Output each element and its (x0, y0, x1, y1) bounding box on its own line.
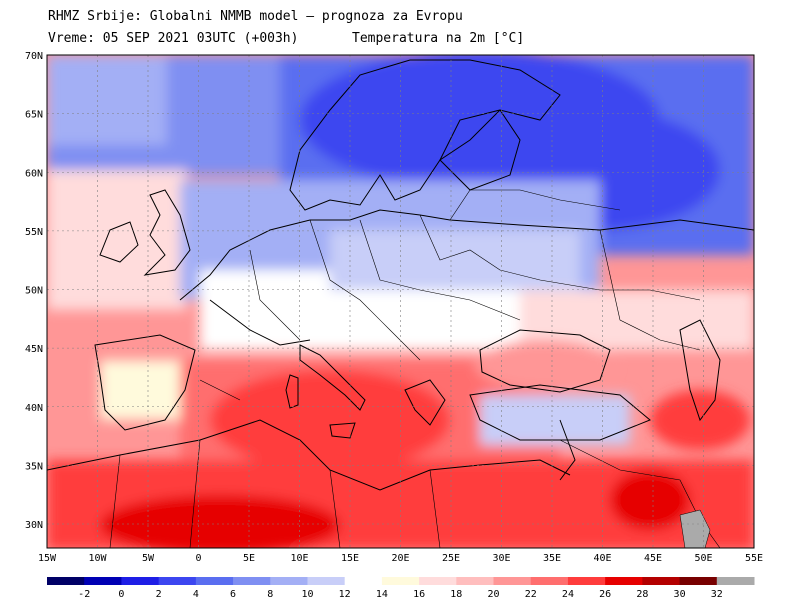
legend-label: 18 (450, 589, 462, 600)
legend-label: -2 (78, 589, 90, 600)
lon-label: 15W (38, 553, 57, 564)
lon-label: 20E (391, 553, 409, 564)
legend-swatch (605, 577, 643, 585)
lon-label: 10W (88, 553, 107, 564)
legend-swatch (567, 577, 606, 585)
legend-label: 8 (267, 589, 273, 600)
legend-label: 16 (413, 589, 425, 600)
lat-label: 65N (25, 110, 43, 121)
legend-label: 28 (636, 589, 648, 600)
lat-label: 35N (25, 461, 43, 472)
lat-label: 30N (25, 520, 43, 531)
legend-swatch (642, 577, 681, 585)
legend-swatch (195, 577, 234, 585)
legend-label: 24 (562, 589, 574, 600)
lat-label: 55N (25, 227, 43, 238)
legend-label: 4 (193, 589, 199, 600)
lon-label: 30E (492, 553, 510, 564)
lon-label: 40E (593, 553, 611, 564)
legend-label: 30 (674, 589, 686, 600)
legend-swatch (419, 577, 457, 585)
lon-label: 10E (290, 553, 308, 564)
lat-label: 40N (25, 403, 43, 414)
legend-label: 10 (301, 589, 313, 600)
legend-swatch (679, 577, 718, 585)
variable-label: Temperatura na 2m [°C] (352, 31, 525, 46)
lon-label: 5W (142, 553, 155, 564)
legend-swatch (381, 577, 420, 585)
legend-label: 6 (230, 589, 236, 600)
legend-swatch (233, 577, 271, 585)
legend-swatch (493, 577, 532, 585)
forecast-time: Vreme: 05 SEP 2021 03UTC (+003h) (48, 31, 299, 46)
legend-swatch (270, 577, 308, 585)
lon-label: 15E (341, 553, 359, 564)
lat-lon-grid (47, 55, 754, 548)
legend-label: 0 (118, 589, 124, 600)
lon-label: 0 (195, 553, 201, 564)
lon-label: 25E (442, 553, 460, 564)
lon-label: 5E (243, 553, 255, 564)
legend-label: 26 (599, 589, 611, 600)
legend-label: 32 (711, 589, 723, 600)
legend-label: 12 (339, 589, 351, 600)
map-frame (46, 54, 755, 549)
legend-swatch (158, 577, 197, 585)
latitude-labels: 70N 65N 60N 55N 50N 45N 40N 35N 30N (25, 51, 43, 531)
lon-label: 55E (745, 553, 763, 564)
legend-swatch (530, 577, 569, 585)
legend-label: 20 (488, 589, 500, 600)
legend-label: 2 (156, 589, 162, 600)
legend-swatch (307, 577, 346, 585)
legend-swatch (47, 577, 85, 585)
legend-swatch (84, 577, 122, 585)
color-legend: -2 0 2 4 6 8 10 12 14 16 18 20 22 24 26 28 30 32 (47, 577, 755, 600)
lat-label: 70N (25, 51, 43, 62)
lon-label: 35E (543, 553, 561, 564)
legend-label: 14 (376, 589, 388, 600)
lat-label: 45N (25, 344, 43, 355)
lat-label: 60N (25, 168, 43, 179)
legend-swatch (344, 577, 383, 585)
lon-label: 45E (644, 553, 662, 564)
legend-swatch (716, 577, 755, 585)
lon-label: 50E (694, 553, 712, 564)
legend-swatch (121, 577, 160, 585)
lat-label: 50N (25, 286, 43, 297)
longitude-labels: 15W 10W 5W 0 5E 10E 15E 20E 25E 30E 35E 40E 45E 50E 55… (38, 553, 763, 564)
legend-label: 22 (525, 589, 537, 600)
legend-swatch (456, 577, 495, 585)
map-title: RHMZ Srbije: Globalni NMMB model — progn… (48, 9, 463, 24)
